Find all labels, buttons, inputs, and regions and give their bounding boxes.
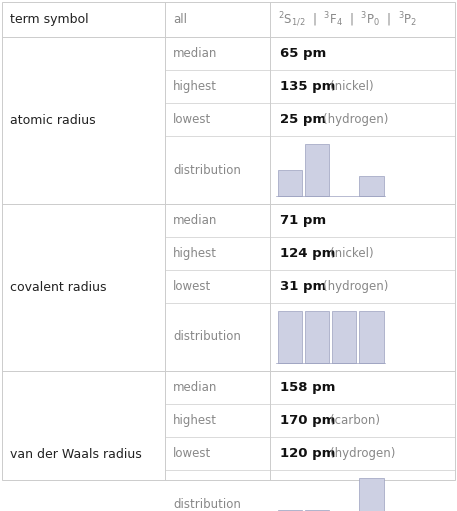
Bar — [359, 478, 383, 511]
Text: (nickel): (nickel) — [330, 247, 374, 260]
Text: median: median — [173, 214, 218, 227]
Text: all: all — [173, 13, 187, 26]
Text: median: median — [173, 47, 218, 60]
Text: lowest: lowest — [173, 447, 211, 460]
Bar — [305, 144, 329, 196]
Text: highest: highest — [173, 247, 217, 260]
Text: $^2\mathregular{S}_{1/2}$  |  $^3\mathregular{F}_4$  |  $^3\mathregular{P}_0$  |: $^2\mathregular{S}_{1/2}$ | $^3\mathregu… — [278, 10, 417, 29]
Text: covalent radius: covalent radius — [10, 281, 106, 294]
Text: 25 pm: 25 pm — [280, 113, 326, 126]
Text: 65 pm: 65 pm — [280, 47, 326, 60]
Text: highest: highest — [173, 80, 217, 93]
Text: lowest: lowest — [173, 113, 211, 126]
Text: (carbon): (carbon) — [330, 414, 380, 427]
Bar — [359, 311, 383, 363]
Text: 120 pm: 120 pm — [280, 447, 335, 460]
Text: median: median — [173, 381, 218, 394]
Text: (hydrogen): (hydrogen) — [330, 447, 395, 460]
Text: 124 pm: 124 pm — [280, 247, 335, 260]
Bar — [277, 510, 302, 511]
Text: term symbol: term symbol — [10, 13, 89, 26]
Text: distribution: distribution — [173, 331, 241, 343]
Text: distribution: distribution — [173, 498, 241, 510]
Text: 71 pm: 71 pm — [280, 214, 326, 227]
Bar — [305, 311, 329, 363]
Bar — [332, 311, 356, 363]
Bar — [305, 510, 329, 511]
Text: 158 pm: 158 pm — [280, 381, 335, 394]
Text: highest: highest — [173, 414, 217, 427]
Bar — [359, 176, 383, 196]
Text: distribution: distribution — [173, 164, 241, 176]
Text: van der Waals radius: van der Waals radius — [10, 448, 142, 461]
Text: 31 pm: 31 pm — [280, 280, 326, 293]
Text: lowest: lowest — [173, 280, 211, 293]
Text: (nickel): (nickel) — [330, 80, 374, 93]
Bar — [277, 170, 302, 196]
Text: atomic radius: atomic radius — [10, 114, 96, 127]
Text: 135 pm: 135 pm — [280, 80, 335, 93]
Text: (hydrogen): (hydrogen) — [323, 113, 388, 126]
Text: 170 pm: 170 pm — [280, 414, 335, 427]
Bar — [277, 311, 302, 363]
Text: (hydrogen): (hydrogen) — [323, 280, 388, 293]
